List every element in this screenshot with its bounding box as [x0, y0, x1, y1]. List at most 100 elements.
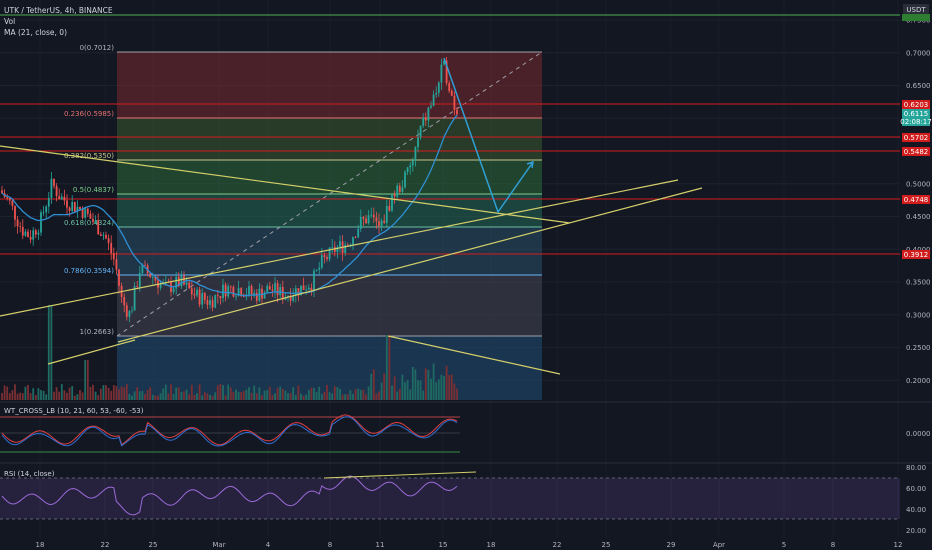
candle-body	[159, 283, 162, 288]
candle-body	[440, 64, 443, 83]
candle-body	[367, 215, 370, 224]
rsi-divergence-line	[323, 471, 477, 479]
candle-body	[370, 214, 373, 216]
wt-cross-legend[interactable]: WT_CROSS_LB (10, 21, 60, 53, -60, -53)	[4, 407, 144, 415]
rsi-tick-80: 80.00	[906, 464, 926, 472]
candle-body	[40, 212, 42, 233]
candle-body	[102, 235, 105, 236]
current-price: 0.6115	[904, 110, 929, 118]
candle-body	[380, 220, 383, 227]
volume-bar	[401, 374, 404, 400]
volume-bar	[448, 374, 451, 400]
ma-legend[interactable]: MA (21, close, 0)	[4, 28, 67, 37]
candle-body	[175, 276, 178, 289]
volume-bar	[417, 380, 419, 400]
candle-body	[14, 205, 16, 220]
candle-body	[125, 305, 128, 317]
candle-body	[391, 194, 393, 211]
trendlines[interactable]	[0, 145, 703, 375]
candle-body	[411, 160, 414, 166]
volume-bar	[263, 390, 266, 400]
candle-body	[424, 117, 427, 121]
volume-trendline-left	[47, 339, 136, 365]
candle-body	[307, 287, 310, 290]
volume-bar	[370, 373, 373, 400]
candle-body	[354, 237, 357, 238]
volume-bar	[157, 395, 159, 400]
candle-body	[219, 295, 222, 299]
rsi-pane[interactable]: RSI (14, close) 80.00 60.00 40.00 20.00	[0, 464, 926, 535]
volume-bar	[45, 394, 48, 400]
candle-body	[172, 288, 175, 292]
candle-body	[385, 206, 388, 223]
candle-body	[339, 241, 341, 248]
arrow-head-icon	[526, 160, 534, 169]
volume-bar	[378, 391, 380, 400]
volume-bar	[232, 392, 235, 400]
time-tick-label: 29	[667, 541, 676, 549]
time-tick-label: Apr	[713, 541, 725, 549]
candle-body	[183, 275, 185, 285]
volume-bar	[219, 384, 222, 400]
price-tick-label: 0.2000	[906, 377, 931, 385]
volume-bar	[115, 386, 118, 400]
chart-legend[interactable]: UTK / TetherUS, 4h, BINANCE Vol MA (21, …	[4, 6, 113, 37]
candle-body	[281, 287, 284, 300]
volume-bar	[289, 393, 292, 400]
candle-body	[180, 275, 183, 287]
volume-bar	[183, 391, 185, 400]
volume-bar	[86, 360, 89, 400]
candle-body	[24, 231, 27, 236]
candle-body	[235, 295, 237, 297]
volume-bar	[112, 385, 115, 400]
volume-bar	[302, 395, 305, 400]
volume-bar	[344, 394, 347, 400]
volume-bar	[406, 380, 409, 400]
candle-body	[359, 216, 362, 229]
volume-bar	[19, 392, 22, 400]
candle-body	[419, 125, 422, 138]
candle-body	[261, 288, 263, 299]
candle-body	[203, 293, 206, 301]
candle-body	[73, 202, 76, 212]
volume-bar	[266, 390, 269, 400]
fib-zone-236	[117, 118, 542, 160]
projection-arrow[interactable]	[443, 57, 534, 214]
price-axis[interactable]: USDT 0.75000.70000.65000.60000.55000.500…	[900, 0, 932, 538]
volume-legend[interactable]: Vol	[4, 17, 15, 26]
wt-axis-value: 0.0000	[906, 430, 931, 438]
volume-bar	[456, 388, 458, 400]
candle-body	[443, 60, 445, 65]
volume-bar	[445, 365, 448, 400]
candle-body	[206, 300, 209, 305]
candle-body	[154, 277, 157, 281]
time-axis[interactable]: 18 22 25 Mar 4 8 11 15 18 22 25 29 Apr 5 8 12	[0, 538, 932, 550]
candle-body	[375, 217, 378, 222]
volume-bar	[372, 369, 375, 400]
time-tick-label: 25	[149, 541, 158, 549]
volume-bar	[37, 388, 40, 400]
descending-trendline	[0, 145, 571, 224]
volume-bar	[258, 387, 261, 400]
volume-bar	[136, 387, 139, 400]
candle-body	[292, 295, 295, 301]
candle-body	[398, 185, 401, 192]
volume-bar	[300, 393, 302, 400]
candle-body	[224, 284, 227, 297]
volume-bar	[323, 391, 326, 400]
rsi-legend[interactable]: RSI (14, close)	[4, 470, 55, 478]
volume-bar	[328, 392, 331, 400]
tag-5702-bg	[902, 133, 930, 142]
volume-bar	[6, 386, 9, 400]
fib-retracement[interactable]	[116, 51, 543, 400]
volume-bar	[99, 388, 102, 400]
wt-cross-pane[interactable]: WT_CROSS_LB (10, 21, 60, 53, -60, -53) 0…	[0, 407, 931, 453]
volume-bar	[141, 390, 144, 400]
candle-body	[331, 246, 334, 248]
volume-bar	[419, 380, 422, 400]
symbol-title[interactable]: UTK / TetherUS, 4h, BINANCE	[4, 6, 113, 15]
candle-body	[209, 300, 211, 305]
candle-body	[107, 238, 110, 243]
horizontal-levels[interactable]	[0, 14, 900, 255]
